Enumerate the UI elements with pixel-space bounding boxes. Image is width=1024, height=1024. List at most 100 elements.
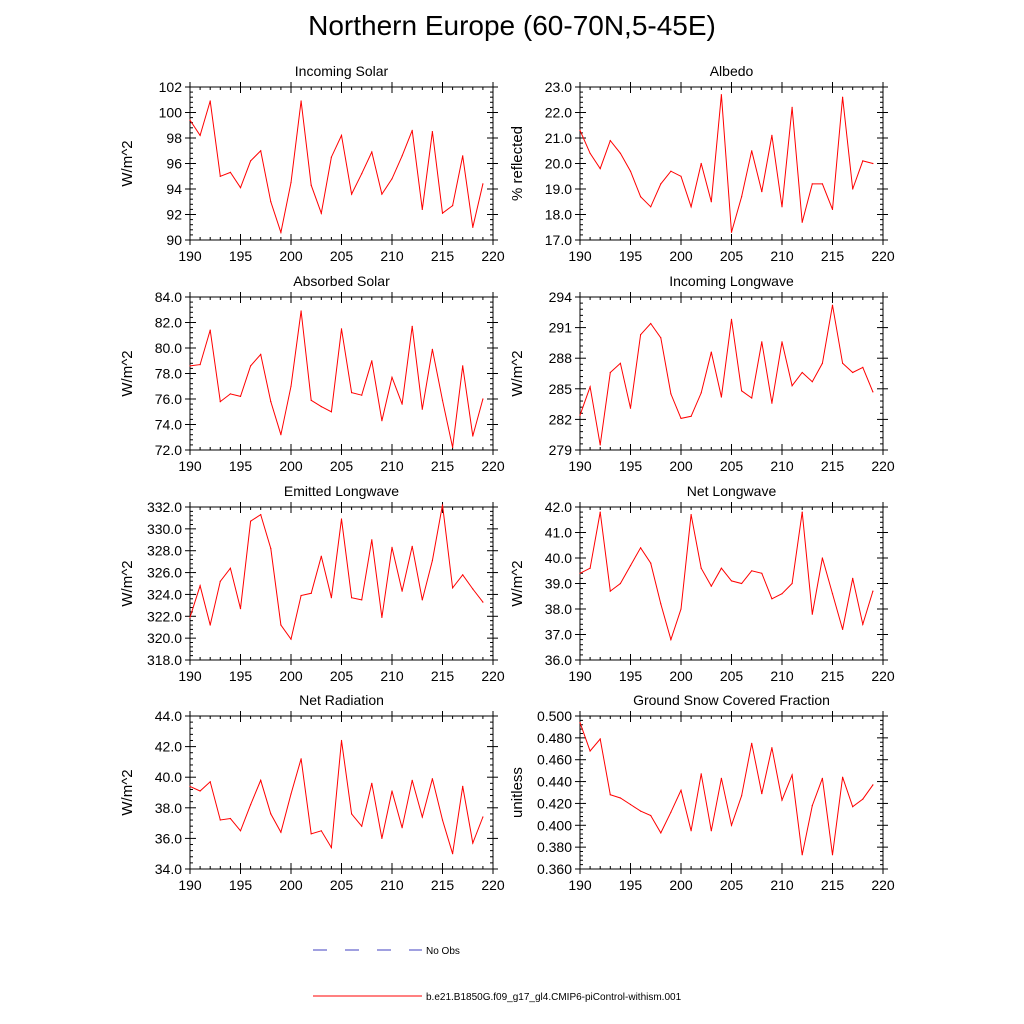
- data-point: [801, 511, 803, 513]
- y-tick-label: 18.0: [545, 207, 572, 223]
- data-point: [821, 362, 824, 364]
- data-point: [831, 208, 834, 210]
- data-point: [761, 341, 763, 343]
- y-tick-label: 0.460: [537, 752, 572, 768]
- data-point: [441, 212, 444, 214]
- data-point: [730, 318, 733, 320]
- panel-8: Ground Snow Covered Fraction unitless 190 1…: [509, 692, 895, 893]
- data-point: [761, 191, 763, 193]
- x-tick-label: 200: [669, 248, 693, 264]
- data-point: [330, 847, 332, 849]
- y-axis-label: W/m^2: [119, 350, 136, 396]
- plot-frame: [189, 86, 494, 241]
- data-point: [229, 171, 231, 173]
- data-point: [720, 567, 723, 569]
- y-tick-label: 320.0: [147, 630, 182, 646]
- data-point: [640, 334, 642, 336]
- data-point: [421, 599, 423, 601]
- data-point: [619, 797, 622, 799]
- x-tick-label: 205: [720, 458, 744, 474]
- data-point: [811, 805, 813, 807]
- data-point: [371, 539, 373, 541]
- data-point: [219, 401, 221, 403]
- data-point: [361, 173, 363, 175]
- data-point: [821, 557, 824, 559]
- data-point: [811, 381, 813, 383]
- data-point: [579, 722, 581, 724]
- panel-7: Net Radiation W/m^2 190 195 200 205 210 215 220 3…: [119, 692, 505, 893]
- data-point: [710, 201, 712, 203]
- data-point: [619, 582, 622, 585]
- y-tick-label: 78.0: [155, 366, 182, 382]
- data-point: [401, 155, 403, 157]
- series-line: [579, 722, 874, 855]
- data-point: [239, 830, 242, 832]
- y-tick-label: 34.0: [155, 861, 182, 877]
- data-point: [361, 394, 363, 396]
- data-point: [791, 582, 793, 585]
- data-point: [730, 580, 733, 582]
- x-tick-label: 195: [229, 248, 253, 264]
- y-tick-label: 100: [159, 105, 183, 121]
- data-point: [599, 444, 601, 446]
- data-point: [219, 580, 221, 582]
- data-point: [320, 212, 322, 214]
- data-point: [260, 353, 262, 355]
- data-point: [209, 781, 211, 783]
- data-point: [371, 360, 373, 362]
- data-point: [411, 779, 413, 781]
- data-point: [599, 738, 601, 740]
- data-point: [791, 385, 793, 387]
- data-point: [462, 785, 464, 788]
- data-point: [751, 150, 753, 152]
- data-point: [330, 411, 332, 413]
- data-point: [229, 567, 231, 569]
- data-point: [629, 170, 632, 172]
- data-point: [401, 590, 403, 592]
- panel-title: Absorbed Solar: [293, 273, 390, 289]
- data-point: [411, 325, 413, 327]
- y-tick-label: 40.0: [155, 769, 182, 785]
- data-point: [619, 152, 622, 154]
- data-point: [189, 785, 191, 788]
- data-point: [229, 817, 231, 820]
- y-tick-label: 23.0: [545, 79, 572, 95]
- data-point: [310, 184, 312, 186]
- x-tick-label: 210: [770, 248, 794, 264]
- y-tick-label: 291: [549, 320, 573, 336]
- x-tick-label: 195: [229, 458, 253, 474]
- data-point: [351, 193, 353, 195]
- data-point: [310, 592, 312, 594]
- series-line: [189, 740, 484, 854]
- y-tick-label: 17.0: [545, 232, 572, 248]
- series-line: [189, 100, 484, 235]
- data-point: [270, 201, 272, 203]
- x-tick-label: 190: [568, 877, 592, 893]
- y-tick-label: 38.0: [545, 601, 572, 617]
- x-tick-label: 190: [178, 877, 202, 893]
- y-tick-label: 22.0: [545, 105, 572, 121]
- panel-title: Albedo: [710, 63, 754, 79]
- data-point: [751, 397, 753, 399]
- x-tick-label: 205: [330, 668, 354, 684]
- y-tick-label: 324.0: [147, 586, 182, 602]
- y-tick-label: 0.480: [537, 730, 572, 746]
- x-tick-label: 215: [821, 668, 845, 684]
- y-tick-label: 0.400: [537, 817, 572, 833]
- data-point: [280, 831, 282, 833]
- x-tick-label: 200: [279, 668, 303, 684]
- data-point: [781, 593, 783, 595]
- data-point: [351, 813, 353, 815]
- x-tick-label: 215: [431, 668, 455, 684]
- data-point: [462, 574, 464, 576]
- x-tick-label: 195: [619, 877, 643, 893]
- data-point: [781, 206, 783, 208]
- x-tick-label: 205: [330, 248, 354, 264]
- x-tick-label: 195: [229, 668, 253, 684]
- data-point: [300, 310, 302, 312]
- data-point: [650, 322, 652, 325]
- x-tick-label: 210: [380, 668, 404, 684]
- data-point: [381, 837, 383, 840]
- y-tick-label: 42.0: [545, 499, 572, 515]
